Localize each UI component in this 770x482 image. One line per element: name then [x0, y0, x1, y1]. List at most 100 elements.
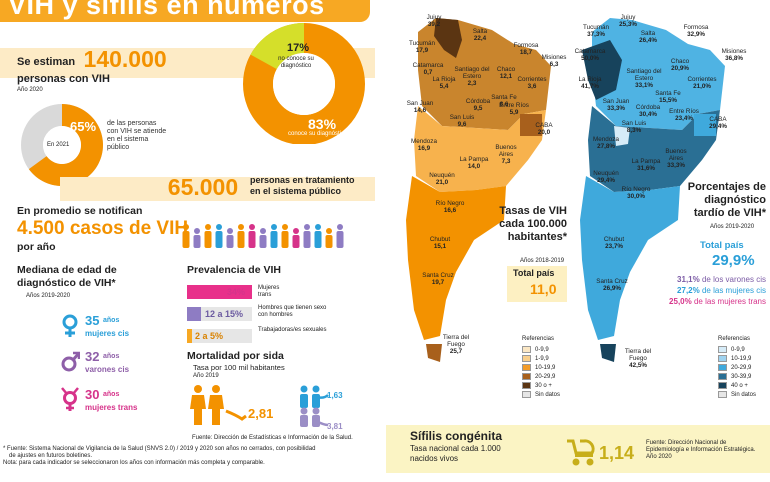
- median-women-value: 35: [85, 313, 100, 328]
- public-system-donut: [21, 104, 103, 186]
- province-value: 29,4%: [597, 177, 615, 184]
- province-value: 8,3%: [626, 127, 642, 134]
- province-label: Tucumán 17,9: [404, 40, 440, 54]
- province-label: Jujuy 25,3%: [610, 14, 646, 28]
- province-name: Santa Cruz: [596, 278, 628, 285]
- province-name: Santiago del Estero: [626, 68, 662, 82]
- map-left-title: Tasas de VIH cada 100.000 habitantes*: [499, 205, 567, 243]
- median-row-women: 35 años mujeres cis: [60, 312, 180, 342]
- province-label: Mendoza 16,9: [406, 138, 442, 152]
- province-name: Tierra del Fuego: [624, 348, 652, 362]
- unknown-text: no conoce su diagnóstico: [278, 56, 314, 69]
- province-value: 21,0: [435, 179, 449, 186]
- late-line-value: 25,0%: [669, 297, 692, 306]
- province-name: Mendoza: [411, 138, 437, 145]
- person-icon: [193, 228, 201, 248]
- median-row-trans: 30 años mujeres trans: [60, 386, 180, 416]
- person-icon: [336, 224, 344, 248]
- province-name: La Pampa: [631, 158, 661, 165]
- map-patagonia-region: [580, 176, 680, 340]
- late-line-value: 31,1%: [677, 275, 700, 284]
- province-label: Misiones 6,3: [536, 54, 572, 68]
- province-label: La Pampa 14,0: [456, 156, 492, 170]
- map-right-lines: 31,1% de los varones cis 27,2% de las mu…: [634, 274, 766, 307]
- mortality-title: Mortalidad por sida: [187, 350, 284, 362]
- province-label: La Pampa 31,6%: [628, 158, 664, 172]
- late-line-value: 27,2%: [677, 286, 700, 295]
- syphilis-subtitle: Tasa nacional cada 1.000 nacidos vivos: [410, 444, 501, 463]
- map-left-total-band: [507, 266, 567, 302]
- legend-item: 10-19,9: [522, 363, 572, 372]
- mortality-year: Año 2019: [193, 373, 219, 379]
- legend-swatch: [522, 355, 531, 362]
- median-trans-value: 30: [85, 387, 100, 402]
- province-value: 18,7: [519, 49, 533, 56]
- province-value: 7,3: [501, 158, 511, 165]
- median-men-value: 32: [85, 349, 100, 364]
- province-value: 30,0%: [627, 193, 645, 200]
- legend-swatch: [718, 391, 727, 398]
- province-name: Chaco: [496, 66, 516, 73]
- footnote-line: Nota: para cada indicador se seleccionar…: [3, 460, 265, 466]
- prevalence-bar: [187, 329, 192, 343]
- province-label: Corrientes 21,0%: [684, 76, 720, 90]
- legend-item: Sin datos: [718, 390, 768, 399]
- province-label: Formosa 18,7: [508, 42, 544, 56]
- person-icon: [226, 228, 234, 248]
- late-line: 25,0% de las mujeres trans: [634, 296, 766, 307]
- median-title: Mediana de edad de diagnóstico de VIH*: [17, 264, 117, 289]
- legend-item: 1-9,9: [522, 354, 572, 363]
- province-value: 23,4%: [675, 115, 693, 122]
- province-label: Tucumán 37,3%: [578, 24, 614, 38]
- map-left-years: Años 2018-2019: [520, 258, 565, 264]
- province-name: San Luis: [621, 120, 647, 127]
- median-years: Años 2019-2020: [26, 293, 71, 299]
- legend-swatch: [522, 346, 531, 353]
- person-icon: [270, 224, 278, 248]
- prevalence-row: 34% Mujeres trans: [187, 283, 377, 299]
- province-name: San Juan: [406, 100, 434, 107]
- legend-swatch: [522, 373, 531, 380]
- province-name: Corrientes: [687, 76, 717, 83]
- province-label: Santa Fe 15,5%: [650, 90, 686, 104]
- estimate-label-pre: Se estiman: [17, 56, 76, 68]
- known-diagnosis-donut: [243, 23, 365, 144]
- prevalence-bar: [187, 285, 252, 299]
- map-tierra-del-fuego: [600, 344, 616, 362]
- province-label: Santa Cruz 19,7: [420, 272, 456, 286]
- province-value: 27,8%: [597, 143, 615, 150]
- province-name: Chubut: [429, 236, 451, 243]
- map-right-years: Años 2019-2020: [710, 224, 755, 230]
- estimate-label-post: personas con VIH: [17, 73, 110, 85]
- map-north-dark: [582, 40, 622, 100]
- province-value: 16,6: [443, 207, 457, 214]
- syphilis-value: 1,14: [599, 443, 635, 463]
- notify-value: 4.500 casos de VIH: [17, 218, 189, 239]
- legend-swatch: [718, 355, 727, 362]
- people-icons-row: [180, 220, 350, 248]
- prevalence-value: 2 a 5%: [195, 331, 224, 341]
- province-label: CABA 29,4%: [700, 116, 736, 130]
- prevalence-label: Trabajadoras/es sexuales: [258, 327, 327, 333]
- province-value: 33,1%: [635, 82, 653, 89]
- province-label: San Juan 14,6: [402, 100, 438, 114]
- legend-title: Referencias: [522, 336, 555, 342]
- province-label: Mendoza 27,8%: [588, 136, 624, 150]
- province-value: 23,7%: [605, 243, 623, 250]
- province-name: La Rioja: [578, 76, 602, 83]
- map-right-legend: Referencias 0-9,9 10-19,9 20-29,9 30-39,9 40…: [718, 336, 768, 399]
- known-pct: 83%: [308, 116, 337, 132]
- transgender-icon: [61, 387, 79, 411]
- mortality-source: Fuente: Dirección de Estadísticas e Info…: [192, 435, 353, 441]
- province-label: Río Negro 16,6: [432, 200, 468, 214]
- province-name: Catamarca: [412, 62, 444, 69]
- map-left-total-label: Total país: [513, 268, 555, 278]
- treatment-text: personas en tratamiento en el sistema pú…: [250, 175, 355, 196]
- province-name: Salta: [640, 30, 656, 37]
- province-name: Misiones: [721, 48, 747, 55]
- province-label: CABA 20,0: [526, 122, 562, 136]
- province-name: Jujuy: [426, 14, 442, 21]
- legend-swatch: [718, 364, 727, 371]
- prevalence-label: Mujeres trans: [258, 285, 280, 298]
- legend-swatch: [718, 382, 727, 389]
